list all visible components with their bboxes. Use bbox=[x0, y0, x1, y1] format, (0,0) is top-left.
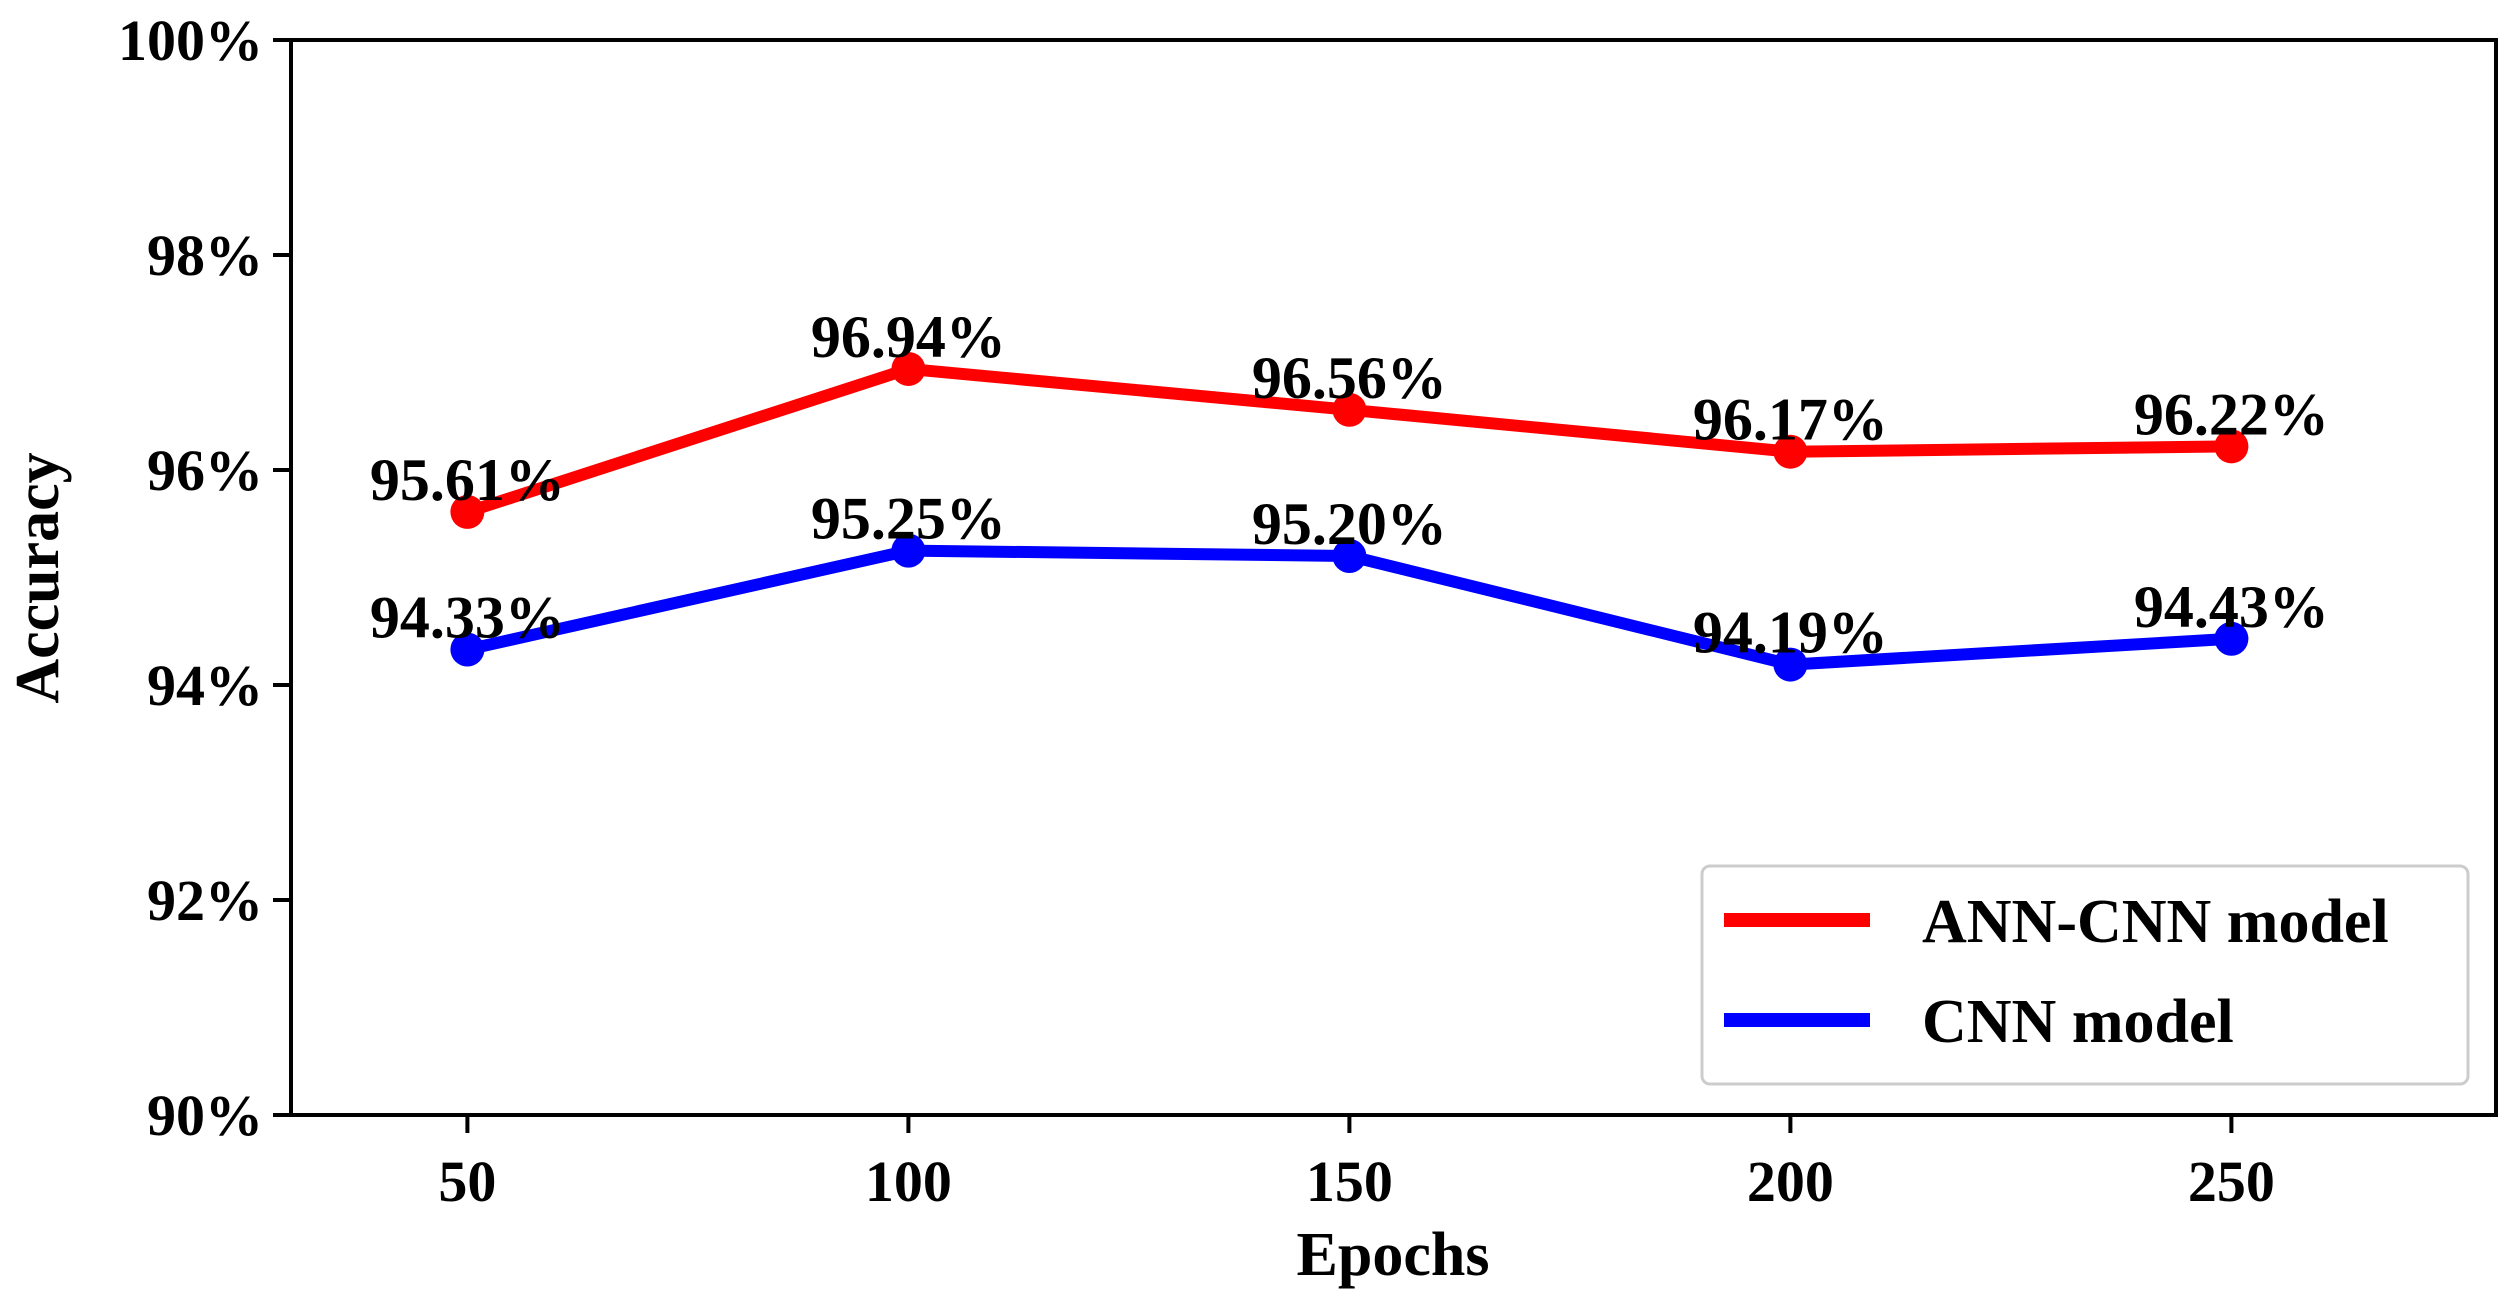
data-label: 96.22% bbox=[2134, 381, 2329, 447]
data-point bbox=[1773, 434, 1808, 469]
x-axis-title: Epochs bbox=[1297, 1221, 1490, 1289]
y-tick-label: 96% bbox=[147, 438, 263, 503]
data-label: 95.20% bbox=[1252, 491, 1447, 557]
data-label: 94.19% bbox=[1693, 600, 1888, 666]
x-tick-label: 50 bbox=[438, 1149, 496, 1214]
y-axis: 90% 92% 94% 96% 98% 100% bbox=[118, 8, 291, 1148]
x-axis: 50 100 150 200 250 bbox=[438, 1115, 2275, 1214]
data-label: 95.25% bbox=[811, 486, 1006, 552]
data-label: 94.33% bbox=[370, 585, 565, 651]
data-label: 95.61% bbox=[370, 447, 565, 513]
data-point bbox=[1773, 647, 1808, 682]
legend-box bbox=[1700, 864, 2470, 1086]
data-point bbox=[1332, 392, 1367, 427]
y-tick-label: 98% bbox=[147, 223, 263, 288]
y-axis-title: Accuracy bbox=[4, 452, 72, 703]
data-label: 96.94% bbox=[811, 304, 1006, 370]
data-label: 96.56% bbox=[1252, 345, 1447, 411]
x-tick-label: 200 bbox=[1747, 1149, 1834, 1214]
legend-label-cnn: CNN model bbox=[1922, 988, 2234, 1056]
x-tick-label: 250 bbox=[2188, 1149, 2275, 1214]
x-tick-label: 100 bbox=[865, 1149, 952, 1214]
x-tick-label: 150 bbox=[1306, 1149, 1393, 1214]
legend-label-ann-cnn: ANN-CNN model bbox=[1922, 888, 2389, 956]
data-point bbox=[450, 494, 485, 529]
y-tick-label: 100% bbox=[118, 8, 263, 73]
legend: ANN-CNN model CNN model bbox=[1700, 864, 2470, 1086]
data-point bbox=[2214, 621, 2249, 656]
data-point bbox=[891, 351, 926, 386]
data-point bbox=[2214, 429, 2249, 464]
data-label: 96.17% bbox=[1693, 387, 1888, 453]
data-label: 94.43% bbox=[2134, 574, 2329, 640]
series-layer bbox=[450, 351, 2249, 682]
y-tick-label: 94% bbox=[147, 653, 263, 718]
data-point bbox=[891, 533, 926, 568]
data-label-layer: 95.61% 96.94% 96.56% 96.17% 96.22% 94.33% 95.2… bbox=[370, 304, 2329, 666]
data-point bbox=[450, 632, 485, 667]
y-tick-label: 90% bbox=[147, 1083, 263, 1148]
data-point bbox=[1332, 539, 1367, 573]
y-tick-label: 92% bbox=[147, 868, 263, 933]
